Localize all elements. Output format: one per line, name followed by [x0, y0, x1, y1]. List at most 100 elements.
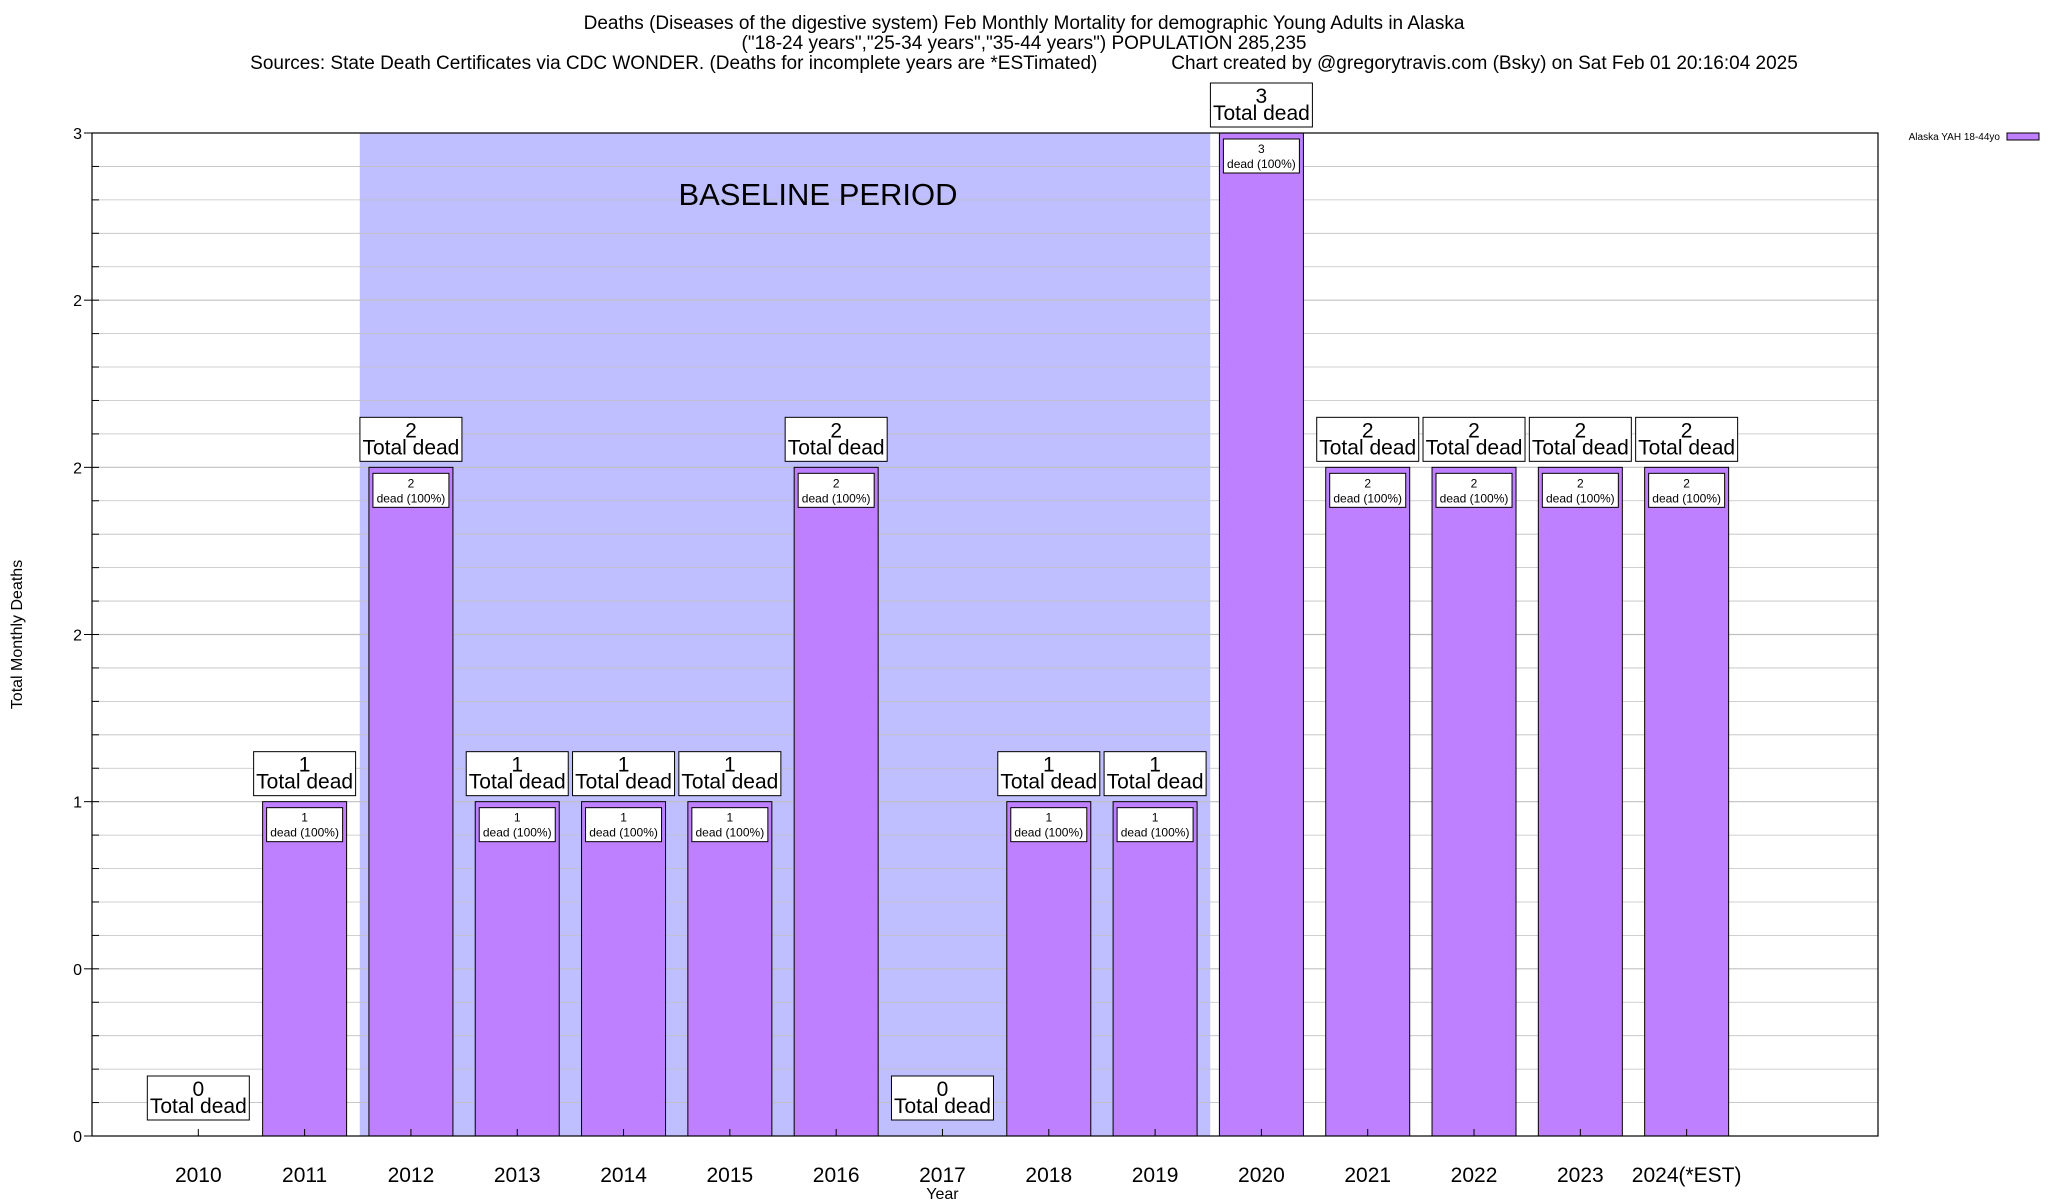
- total-label-box: [678, 751, 782, 797]
- total-label-box: [146, 1075, 250, 1121]
- x-tick-label: 2015: [706, 1164, 753, 1187]
- bar-inner-count: 2: [833, 476, 840, 490]
- x-tick-label: 2023: [1557, 1164, 1604, 1187]
- bar-inner-percent: dead (100%): [1227, 157, 1296, 171]
- bar-2018: [1006, 801, 1092, 1137]
- bar-inner-count: 1: [727, 811, 734, 825]
- bar-inner-label-box: [1116, 807, 1194, 843]
- y-tick-label: 1: [73, 795, 82, 812]
- bar-inner-label-box: [1010, 807, 1088, 843]
- total-label-box: [359, 416, 463, 462]
- bar-inner-count: 2: [1577, 476, 1584, 490]
- bar-inner-label-box: [478, 807, 556, 843]
- y-tick-label: 2: [73, 293, 82, 310]
- total-label-text: Total dead: [150, 1095, 247, 1118]
- x-tick-label: 2018: [1025, 1164, 1072, 1187]
- bar-inner-count: 3: [1258, 142, 1265, 156]
- chart-title-line-3: Sources: State Death Certificates via CD…: [250, 53, 1798, 74]
- total-label-text: Total dead: [1426, 436, 1523, 459]
- x-tick-label: 2012: [388, 1164, 435, 1187]
- total-label-box: [890, 1075, 994, 1121]
- total-label-count: 0: [192, 1078, 204, 1101]
- total-label-text: Total dead: [788, 436, 885, 459]
- bar-inner-label-box: [1648, 472, 1726, 508]
- total-label-count: 1: [1149, 754, 1161, 777]
- bar-2016: [793, 466, 879, 1137]
- total-label-text: Total dead: [256, 771, 353, 794]
- bar-inner-label-box: [266, 807, 344, 843]
- bar-inner-count: 2: [1683, 476, 1690, 490]
- total-label-count: 0: [937, 1078, 949, 1101]
- total-label-count: 2: [1681, 419, 1693, 442]
- total-label-count: 1: [1043, 754, 1055, 777]
- total-label-count: 2: [1362, 419, 1374, 442]
- bar-inner-label-box: [585, 807, 663, 843]
- bar-inner-label-box: [1222, 138, 1300, 174]
- x-tick-label: 2017: [919, 1164, 966, 1187]
- bar-2024(*EST): [1644, 466, 1730, 1137]
- total-label-text: Total dead: [894, 1095, 991, 1118]
- bar-inner-count: 1: [620, 811, 627, 825]
- bar-inner-percent: dead (100%): [802, 491, 871, 505]
- x-axis-label: Year: [926, 1186, 959, 1200]
- bar-inner-label-box: [372, 472, 450, 508]
- total-label-box: [1103, 751, 1207, 797]
- bar-2015: [687, 801, 773, 1137]
- bar-inner-percent: dead (100%): [1333, 491, 1402, 505]
- bar-inner-count: 1: [514, 811, 521, 825]
- total-label-box: [1209, 82, 1313, 128]
- baseline-period-label: BASELINE PERIOD: [678, 177, 957, 212]
- x-tick-label: 2016: [813, 1164, 860, 1187]
- total-label-text: Total dead: [1319, 436, 1416, 459]
- legend-swatch: [2006, 132, 2040, 141]
- bar-inner-percent: dead (100%): [1546, 491, 1615, 505]
- bar-inner-label-box: [691, 807, 769, 843]
- y-tick-label: 2: [73, 628, 82, 645]
- x-tick-label: 2021: [1344, 1164, 1391, 1187]
- x-tick-label: 2020: [1238, 1164, 1285, 1187]
- total-label-text: Total dead: [1532, 436, 1629, 459]
- total-label-box: [1422, 416, 1526, 462]
- y-tick-label: 0: [73, 1129, 82, 1146]
- total-label-box: [1635, 416, 1739, 462]
- x-tick-label: 2013: [494, 1164, 541, 1187]
- chart-title-line-1: Deaths (Diseases of the digestive system…: [583, 13, 1465, 34]
- bar-inner-percent: dead (100%): [483, 826, 552, 840]
- bar-inner-percent: dead (100%): [1652, 491, 1721, 505]
- bar-inner-percent: dead (100%): [377, 491, 446, 505]
- total-label-box: [572, 751, 676, 797]
- total-label-text: Total dead: [1000, 771, 1097, 794]
- bar-inner-label-box: [1541, 472, 1619, 508]
- total-label-count: 1: [511, 754, 523, 777]
- bar-inner-count: 2: [1471, 476, 1478, 490]
- total-label-count: 2: [830, 419, 842, 442]
- total-label-count: 1: [618, 754, 630, 777]
- total-label-text: Total dead: [1107, 771, 1204, 794]
- bar-2012: [368, 466, 454, 1137]
- x-tick-label: 2024(*EST): [1632, 1164, 1742, 1187]
- bar-2021: [1325, 466, 1411, 1137]
- total-label-box: [1528, 416, 1632, 462]
- total-label-text: Total dead: [469, 771, 566, 794]
- total-label-text: Total dead: [1213, 102, 1310, 125]
- y-tick-label: 2: [73, 460, 82, 477]
- y-tick-label: 3: [73, 126, 82, 143]
- bar-inner-count: 2: [408, 476, 415, 490]
- bar-inner-label-box: [1329, 472, 1407, 508]
- total-label-count: 2: [1468, 419, 1480, 442]
- x-tick-label: 2014: [600, 1164, 647, 1187]
- bar-inner-percent: dead (100%): [589, 826, 658, 840]
- total-label-count: 2: [1574, 419, 1586, 442]
- total-label-text: Total dead: [1638, 436, 1735, 459]
- total-label-box: [784, 416, 888, 462]
- x-tick-label: 2010: [175, 1164, 222, 1187]
- total-label-box: [997, 751, 1101, 797]
- total-label-count: 2: [405, 419, 417, 442]
- total-label-count: 3: [1256, 85, 1268, 108]
- y-axis-label: Total Monthly Deaths: [9, 560, 26, 709]
- bar-inner-count: 2: [1364, 476, 1371, 490]
- bar-inner-percent: dead (100%): [270, 826, 339, 840]
- bar-2014: [581, 801, 667, 1137]
- bar-inner-percent: dead (100%): [1014, 826, 1083, 840]
- bar-inner-label-box: [1435, 472, 1513, 508]
